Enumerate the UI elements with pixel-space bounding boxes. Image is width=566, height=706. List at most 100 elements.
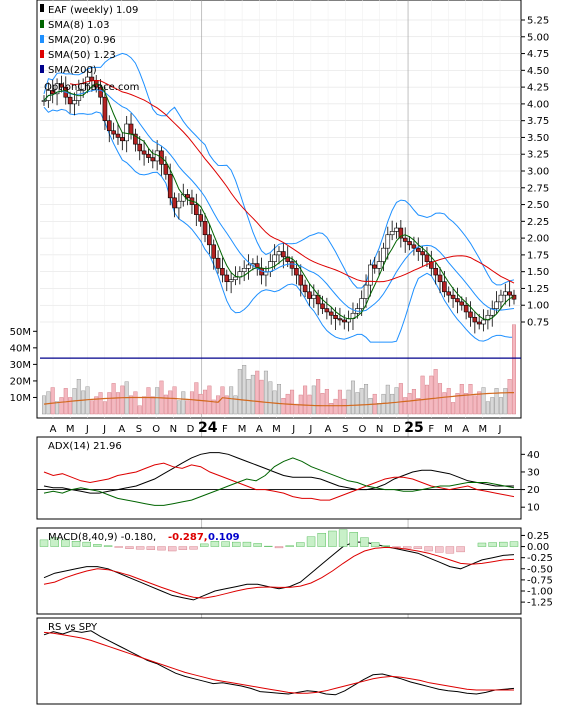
month-label: M: [478, 424, 487, 435]
candle-body: [185, 194, 190, 199]
month-label: M: [272, 424, 281, 435]
candle-body: [337, 318, 343, 321]
volume-tick-label: 50M: [10, 327, 31, 338]
volume-ma-line: [43, 392, 514, 407]
indicator-tick-label: 0.00: [527, 542, 549, 553]
histogram-bar: [103, 545, 113, 547]
candle-body: [80, 83, 86, 91]
candle-body: [372, 264, 378, 269]
histogram-bar: [210, 541, 220, 547]
indicator-line: [43, 457, 515, 506]
candle-body: [41, 100, 47, 102]
histogram-bar: [477, 542, 487, 547]
candle-body: [446, 291, 452, 296]
histogram-bar: [424, 546, 433, 552]
legend-sma200: SMA(200): [48, 65, 97, 76]
candle-body: [124, 123, 129, 142]
candle-body: [385, 234, 391, 249]
month-label: D: [187, 424, 195, 435]
candle-body: [106, 120, 112, 132]
volume-bar: [224, 395, 229, 415]
volume-bar: [290, 389, 295, 415]
histogram-bar: [242, 541, 252, 547]
indicator-tick-label: -1.25: [527, 598, 553, 609]
macd-hist-legend: 0.109: [208, 532, 240, 543]
price-tick-label: 3.25: [527, 150, 549, 161]
volume-bar: [333, 398, 338, 415]
price-tick-label: 4.75: [527, 49, 549, 60]
legend-swatch-sma200: [40, 65, 44, 73]
month-axis: A M J J A S O N D 24 F M A M J J A S O N D 25 F M A M J: [50, 420, 502, 436]
histogram-bar: [413, 546, 423, 549]
candle-body: [272, 254, 277, 262]
candle-body: [72, 100, 77, 105]
histogram-bar: [50, 537, 59, 547]
candle-body: [267, 261, 273, 272]
month-label: M: [66, 424, 75, 435]
volume-bar: [481, 387, 486, 415]
candle-body: [437, 274, 443, 283]
volume-bar: [359, 388, 364, 415]
candle-body: [246, 264, 251, 269]
month-label: N: [376, 424, 383, 435]
candle-body: [215, 257, 221, 269]
indicator-line: [43, 546, 515, 599]
histogram-bar: [178, 546, 188, 550]
candle-body: [341, 319, 347, 323]
histogram-bar: [488, 542, 497, 547]
rs-plot: [43, 630, 515, 696]
volume-bar: [120, 385, 125, 415]
candle-body: [442, 281, 447, 293]
histogram-bar: [285, 545, 294, 547]
month-label: J: [498, 424, 502, 435]
volume-bar: [42, 395, 47, 415]
indicator-line: [43, 630, 515, 696]
candle-body: [507, 291, 512, 296]
volume-y-ticks: 50M 40M 30M 20M 10M: [10, 327, 37, 404]
volume-bar: [294, 403, 299, 415]
volume-bar: [194, 382, 199, 415]
candle-body: [494, 301, 499, 309]
candle-body: [128, 123, 134, 135]
legend-swatch-sma8: [40, 20, 44, 28]
candle-body: [472, 317, 478, 323]
candle-body: [146, 153, 151, 158]
histogram-bar: [317, 533, 326, 547]
volume-bar: [137, 405, 142, 415]
volume-bars: [42, 324, 517, 415]
candle-body: [389, 231, 395, 236]
volume-bar: [250, 374, 255, 415]
volume-bar: [176, 400, 181, 415]
volume-bar: [59, 397, 64, 415]
price-tick-label: 4.50: [527, 66, 549, 77]
candle-body: [115, 133, 121, 138]
candle-body: [502, 291, 508, 296]
candle-body: [211, 244, 217, 259]
legend-swatch-sma50: [40, 50, 44, 58]
volume-bar: [464, 393, 469, 415]
price-tick-label: 5.25: [527, 16, 549, 27]
histogram-bar: [456, 546, 465, 553]
volume-bar: [416, 398, 421, 415]
volume-bar: [507, 379, 512, 415]
candle-body: [324, 308, 330, 313]
price-tick-label: 1.00: [527, 301, 549, 312]
volume-bar: [490, 397, 495, 415]
indicator-tick-label: 40: [527, 450, 540, 461]
indicator-line: [43, 452, 514, 494]
candle-body: [202, 221, 208, 236]
month-label: A: [256, 424, 263, 435]
candle-body: [450, 294, 456, 299]
histogram-bar: [135, 546, 145, 550]
volume-bar: [203, 389, 208, 415]
volume-bar: [259, 379, 264, 415]
volume-bar: [216, 395, 221, 415]
volume-bar: [185, 400, 190, 415]
macd-signal-legend: -0.287,: [168, 532, 208, 543]
price-tick-label: 2.25: [527, 217, 549, 228]
volume-bar: [459, 384, 464, 415]
candle-body: [333, 314, 338, 319]
candle-body: [281, 251, 286, 258]
indicator-tick-label: -1.00: [527, 587, 553, 598]
volume-bar: [468, 384, 473, 415]
